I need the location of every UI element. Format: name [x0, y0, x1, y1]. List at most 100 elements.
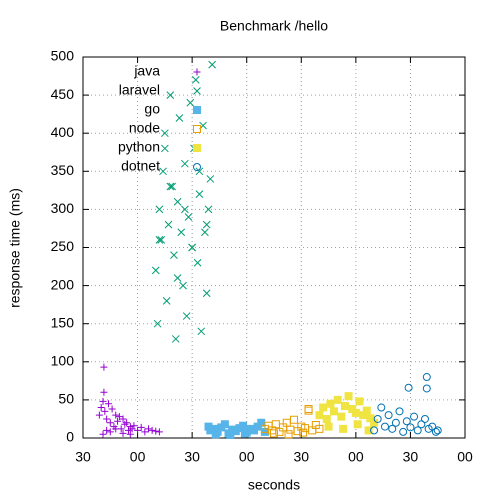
point [399, 427, 408, 436]
point [422, 373, 431, 382]
point [103, 426, 111, 434]
point [202, 220, 211, 229]
point [240, 429, 249, 438]
point [326, 399, 335, 408]
point [119, 415, 127, 423]
point [108, 405, 116, 413]
point [181, 159, 189, 168]
point [431, 427, 440, 436]
point [100, 388, 108, 396]
point [333, 395, 342, 404]
legend-label: go [144, 101, 160, 117]
point [391, 418, 400, 427]
point [159, 167, 167, 176]
plot-frame [82, 56, 466, 439]
point [101, 407, 109, 415]
legend-label: java [133, 63, 160, 79]
point [97, 404, 105, 412]
point [211, 430, 220, 439]
y-tick-label: 250 [51, 238, 75, 254]
point [153, 319, 162, 328]
point [164, 220, 173, 229]
point [395, 407, 404, 416]
point [373, 414, 382, 423]
point [99, 397, 107, 405]
point [422, 384, 431, 393]
point [197, 327, 206, 336]
point [340, 401, 349, 410]
chart-title: Benchmark /hello [220, 18, 328, 34]
point [413, 426, 422, 435]
x-tick-label: 00 [239, 449, 255, 465]
point [377, 403, 386, 412]
point [344, 392, 353, 401]
point [95, 411, 103, 419]
y-tick-label: 350 [51, 162, 75, 178]
point [402, 417, 411, 426]
point [315, 424, 324, 433]
legend-marker [193, 144, 201, 152]
point [181, 205, 189, 214]
x-tick-label: 00 [130, 449, 146, 465]
point [161, 129, 169, 138]
point [121, 420, 129, 428]
point [112, 425, 120, 433]
point [293, 427, 302, 436]
point [270, 429, 278, 438]
point [410, 412, 419, 421]
point [123, 419, 131, 427]
point [284, 430, 293, 439]
point [166, 91, 175, 99]
point [315, 411, 324, 420]
x-axis-label: seconds [248, 477, 300, 493]
point [299, 428, 308, 437]
x-tick-label: 30 [184, 449, 200, 465]
point [114, 417, 122, 425]
point [144, 425, 152, 433]
point [175, 114, 184, 122]
y-tick-label: 300 [51, 200, 75, 216]
point [380, 422, 389, 431]
y-tick-label: 200 [51, 276, 75, 292]
point [208, 60, 217, 69]
point [166, 182, 175, 191]
y-tick-label: 500 [51, 48, 75, 64]
point [155, 236, 164, 244]
point [170, 251, 178, 259]
point [186, 98, 195, 107]
point [351, 408, 360, 417]
point [148, 426, 156, 434]
point [155, 428, 163, 436]
point [177, 228, 186, 237]
x-tick-label: 30 [75, 449, 91, 465]
point [128, 425, 136, 433]
point [226, 430, 235, 439]
point [157, 236, 166, 244]
point [161, 144, 169, 153]
point [201, 228, 209, 237]
legend-label: python [118, 139, 160, 155]
point [308, 426, 317, 435]
x-tick-label: 30 [403, 449, 419, 465]
x-tick-label: 30 [293, 449, 309, 465]
legend-marker [193, 68, 201, 76]
point [195, 167, 204, 176]
x-tick-label: 00 [457, 449, 473, 465]
point [155, 205, 164, 214]
point [99, 430, 107, 438]
point [406, 423, 415, 432]
point [370, 418, 379, 427]
y-tick-label: 100 [51, 353, 75, 369]
legend-marker [193, 106, 201, 114]
point [173, 197, 182, 206]
point [126, 430, 134, 438]
point [311, 421, 320, 430]
point [220, 420, 229, 429]
point [239, 421, 248, 430]
point [193, 258, 202, 267]
point [191, 76, 200, 84]
point [173, 274, 182, 282]
y-tick-label: 0 [66, 429, 74, 445]
point [206, 175, 215, 183]
point [428, 422, 437, 431]
